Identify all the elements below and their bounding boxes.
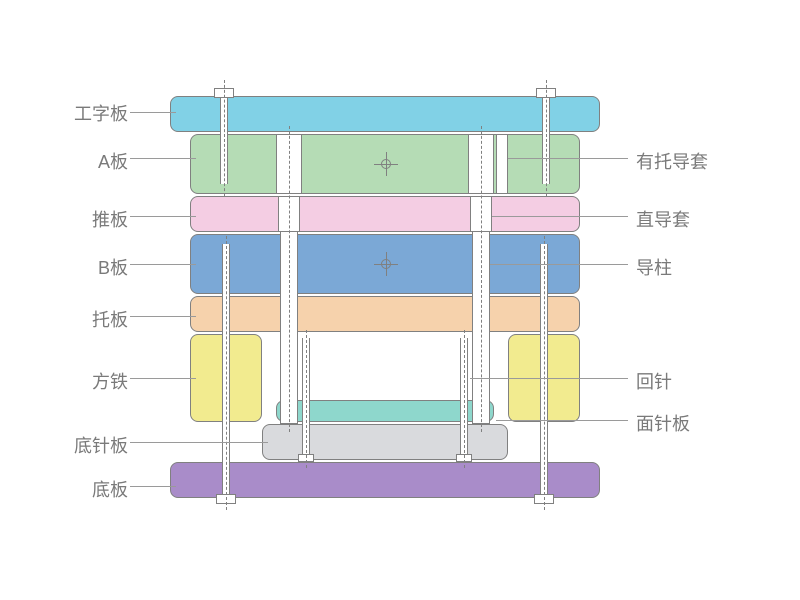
center-mark	[378, 156, 394, 172]
centerline	[546, 80, 547, 196]
lead-line	[130, 486, 176, 487]
label-right-2: 导柱	[636, 254, 672, 280]
centerline	[306, 330, 307, 468]
label-left-1: A板	[98, 148, 128, 174]
lead-line	[470, 378, 628, 379]
plate-stripper	[190, 196, 580, 232]
lead-line	[130, 216, 196, 217]
plate-support	[190, 296, 580, 332]
label-right-1: 直导套	[636, 206, 690, 232]
lead-line	[130, 112, 176, 113]
label-right-4: 面针板	[636, 410, 690, 436]
lead-line	[130, 442, 268, 443]
centerline	[481, 126, 482, 432]
lead-line	[508, 158, 628, 159]
centerline	[224, 80, 225, 196]
label-right-3: 回针	[636, 368, 672, 394]
centerline	[464, 330, 465, 468]
label-left-6: 底针板	[74, 432, 128, 458]
label-left-5: 方铁	[92, 368, 128, 394]
label-left-2: 推板	[92, 206, 128, 232]
label-right-0: 有托导套	[636, 148, 708, 174]
lead-line	[492, 216, 628, 217]
centerline	[544, 236, 545, 510]
lead-line	[130, 158, 196, 159]
label-left-3: B板	[98, 254, 128, 280]
centerline	[226, 236, 227, 510]
lead-line	[130, 316, 196, 317]
centerline	[289, 126, 290, 432]
label-left-0: 工字板	[74, 100, 128, 126]
label-left-7: 底板	[92, 476, 128, 502]
center-mark	[378, 256, 394, 272]
lead-line	[496, 420, 628, 421]
lead-line	[130, 378, 196, 379]
plate-top-clamp	[170, 96, 600, 132]
bush-flange-r	[496, 134, 508, 194]
label-left-4: 托板	[92, 306, 128, 332]
plate-bottom	[170, 462, 600, 498]
lead-line	[130, 264, 196, 265]
lead-line	[490, 264, 628, 265]
